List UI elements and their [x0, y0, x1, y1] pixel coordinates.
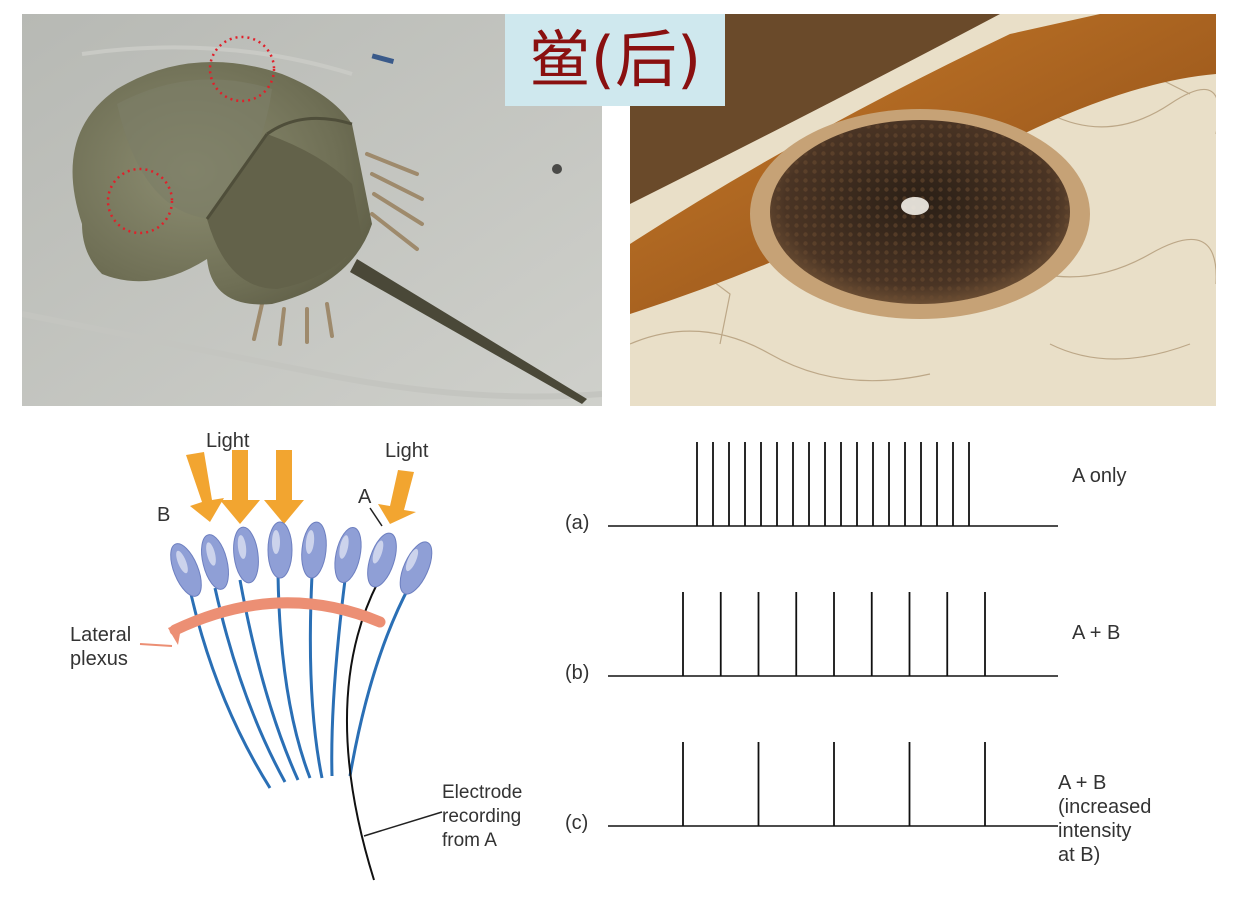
electrode-label-2: recording — [442, 806, 522, 827]
light-arrows — [186, 450, 416, 524]
eye-marker-circle — [208, 35, 276, 103]
spike-recordings — [608, 442, 1058, 827]
condition-c-line-3: intensity — [1058, 820, 1132, 842]
condition-c-line-1: A + B — [1058, 772, 1107, 794]
condition-c-line-4: at B) — [1058, 844, 1101, 866]
light-arrow — [264, 450, 304, 524]
cell-a-label: A — [358, 486, 372, 508]
ommatidium — [267, 521, 293, 579]
ommatidium — [334, 526, 362, 584]
recording-c-label: (c) — [565, 812, 589, 834]
light-arrow — [186, 452, 224, 522]
page-title: 鲎(后) — [528, 23, 702, 96]
cell-b-label: B — [157, 504, 171, 526]
lateral-plexus-label-1: Lateral — [70, 624, 132, 646]
ommatidium — [399, 541, 433, 595]
ommatidium — [233, 526, 259, 584]
compound-eye-closeup-photo — [630, 14, 1216, 406]
ommatidia-diagram — [139, 450, 443, 881]
condition-c-line-2: (increased — [1058, 796, 1152, 818]
recording-a-label: (a) — [565, 512, 590, 534]
ommatidium — [301, 521, 327, 579]
ommatidia-cells — [170, 521, 433, 597]
condition-a-plus-b: A + B — [1072, 622, 1121, 644]
lateral-plexus — [169, 597, 386, 636]
condition-a-only: A only — [1072, 465, 1127, 487]
electrode-label-1: Electrode — [442, 782, 523, 803]
light-arrow — [378, 470, 416, 524]
title-box: 鲎(后) — [505, 14, 725, 106]
light-label-left: Light — [206, 430, 250, 452]
electrode-fiber — [346, 581, 379, 881]
recording-b-label: (b) — [565, 662, 590, 684]
light-arrow — [220, 450, 260, 524]
eye-marker-circle — [106, 167, 174, 235]
electrode-label-3: from A — [442, 830, 497, 851]
lateral-plexus-label-2: plexus — [70, 648, 128, 670]
light-label-right: Light — [385, 440, 429, 462]
ommatidium-a — [367, 532, 397, 588]
